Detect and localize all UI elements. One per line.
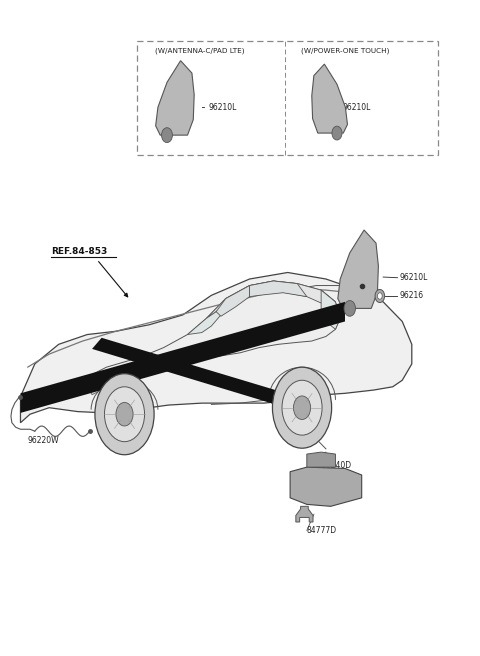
Circle shape	[116, 403, 133, 426]
Text: 96210L: 96210L	[400, 273, 428, 282]
Text: 96216: 96216	[400, 291, 424, 300]
Polygon shape	[87, 281, 340, 377]
Circle shape	[375, 289, 384, 302]
Polygon shape	[290, 467, 362, 506]
Circle shape	[282, 380, 322, 435]
Circle shape	[293, 396, 311, 419]
Polygon shape	[21, 272, 412, 422]
Text: REF.84-853: REF.84-853	[51, 247, 108, 256]
Polygon shape	[321, 290, 340, 329]
Bar	[137, 41, 438, 155]
Polygon shape	[338, 230, 378, 308]
Text: (W/ANTENNA-C/PAD LTE): (W/ANTENNA-C/PAD LTE)	[155, 48, 244, 54]
Polygon shape	[296, 506, 313, 522]
Circle shape	[273, 367, 332, 448]
Polygon shape	[250, 281, 307, 297]
Text: 96240D: 96240D	[321, 461, 351, 470]
Text: (W/POWER-ONE TOUCH): (W/POWER-ONE TOUCH)	[301, 48, 389, 54]
Polygon shape	[206, 281, 336, 318]
Text: 84777D: 84777D	[307, 526, 337, 535]
Polygon shape	[87, 374, 102, 395]
Circle shape	[95, 374, 154, 455]
Circle shape	[344, 300, 356, 316]
Polygon shape	[92, 338, 297, 409]
Text: 96220W: 96220W	[28, 436, 59, 445]
Circle shape	[332, 126, 342, 140]
Circle shape	[377, 293, 382, 299]
Polygon shape	[216, 285, 250, 316]
Polygon shape	[312, 64, 348, 133]
Text: 96210L: 96210L	[209, 103, 237, 112]
Polygon shape	[21, 302, 345, 413]
Circle shape	[105, 387, 144, 441]
Polygon shape	[156, 60, 194, 135]
Polygon shape	[188, 305, 226, 335]
Circle shape	[162, 128, 172, 142]
Polygon shape	[307, 452, 336, 467]
Text: 96210L: 96210L	[343, 103, 371, 112]
